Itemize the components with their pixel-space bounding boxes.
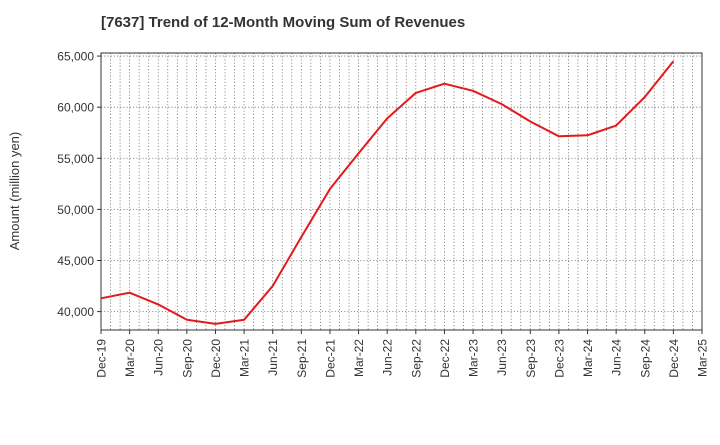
x-tick-label: Jun-20 — [152, 339, 166, 376]
y-tick-label: 55,000 — [57, 152, 94, 166]
y-tick-label: 45,000 — [57, 254, 94, 268]
x-tick-label: Sep-21 — [295, 339, 309, 378]
x-tick-label: Dec-23 — [552, 339, 566, 378]
x-tick-label: Dec-21 — [323, 339, 337, 378]
y-tick-label: 50,000 — [57, 203, 94, 217]
x-tick-label: Mar-23 — [467, 339, 481, 377]
y-tick-label: 65,000 — [57, 50, 94, 64]
x-tick-label: Dec-24 — [667, 339, 681, 378]
series-line — [100, 60, 675, 325]
x-tick-label: Mar-25 — [696, 339, 710, 377]
x-tick-label: Mar-24 — [581, 339, 595, 377]
x-tick-label: Jun-22 — [381, 339, 395, 376]
x-tick-label: Jun-23 — [495, 339, 509, 376]
x-tick-label: Sep-24 — [638, 339, 652, 378]
x-tick-label: Mar-22 — [352, 339, 366, 377]
plot-frame — [100, 52, 703, 331]
x-tick-label: Dec-22 — [438, 339, 452, 378]
x-tick-label: Jun-24 — [610, 339, 624, 376]
x-tick-label: Dec-20 — [209, 339, 223, 378]
x-tick-label: Sep-23 — [524, 339, 538, 378]
y-axis-label: Amount (million yen) — [7, 132, 22, 251]
chart-title: [7637] Trend of 12-Month Moving Sum of R… — [101, 14, 466, 31]
x-tick-label: Sep-22 — [409, 339, 423, 378]
y-tick-label: 40,000 — [57, 305, 94, 319]
x-tick-label: Jun-21 — [266, 339, 280, 376]
x-tick-label: Mar-21 — [238, 339, 252, 377]
x-tick-label: Sep-20 — [180, 339, 194, 378]
x-tick-label: Mar-20 — [123, 339, 137, 377]
y-tick-label: 60,000 — [57, 101, 94, 115]
x-tick-label: Dec-19 — [95, 339, 109, 378]
